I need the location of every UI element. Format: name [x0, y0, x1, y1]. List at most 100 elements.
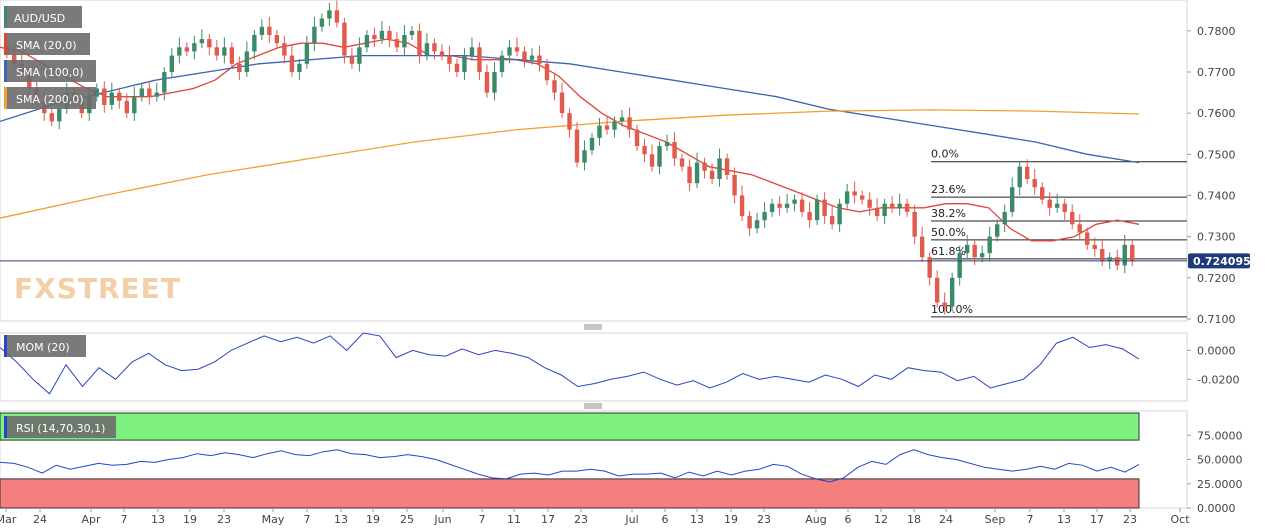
candle-body: [942, 302, 947, 307]
candle-body: [402, 34, 407, 48]
date-tick-label: 23: [1123, 513, 1137, 526]
candle-body: [1032, 179, 1037, 188]
candle-body: [484, 72, 490, 93]
price-tick-label: 0.7500: [1197, 148, 1236, 161]
candle-body: [769, 203, 775, 212]
candle-body: [814, 199, 820, 221]
candle-body: [957, 253, 962, 278]
candle-body: [882, 203, 887, 217]
date-tick-label: 17: [1090, 513, 1104, 526]
candle-body: [1025, 166, 1030, 180]
date-tick-label: 23: [217, 513, 231, 526]
sma100-legend[interactable]: SMA (100,0): [4, 60, 96, 82]
candle-body: [259, 26, 265, 35]
rsi-oversold-zone: [0, 478, 1140, 509]
candle-body: [537, 55, 542, 64]
candle-body: [627, 117, 632, 130]
date-tick-label: 11: [507, 513, 521, 526]
candle-body: [417, 30, 422, 56]
candle-body: [799, 199, 805, 212]
date-tick-label: 19: [366, 513, 380, 526]
candle-body: [544, 63, 550, 81]
candle-body: [867, 199, 872, 208]
candle-body: [619, 117, 625, 122]
candle-body: [169, 55, 175, 73]
candle-body: [747, 216, 752, 229]
sma200-label: SMA (200,0): [16, 93, 84, 106]
date-tick-label: Sep: [985, 513, 1006, 526]
date-tick-label: Oct: [1170, 513, 1190, 526]
candle-body: [1062, 203, 1067, 212]
date-x-axis: Mar 24 Apr 7 13 19 23 May 7 13 19 25 Jun 7 11 17 23 Jul 6 1…: [0, 508, 1190, 526]
candle-body: [559, 92, 565, 114]
candle-body: [154, 92, 160, 97]
candle-body: [334, 10, 340, 23]
rsi-label: RSI (14,70,30,1): [16, 422, 105, 435]
candle-body: [1002, 211, 1007, 225]
candle-body: [229, 47, 235, 64]
candle-body: [12, 53, 17, 64]
date-tick-label: Aug: [805, 513, 826, 526]
mom-series-line: [0, 332, 1140, 395]
candle-body: [732, 174, 737, 196]
candle-body: [709, 170, 715, 180]
date-tick-label: May: [262, 513, 285, 526]
price-tick-label: 0.7100: [1197, 313, 1236, 326]
date-tick-label: 13: [1057, 513, 1071, 526]
candle-body: [694, 162, 700, 184]
pane-resize-handle[interactable]: [584, 324, 602, 330]
date-tick-label: 7: [121, 513, 128, 526]
candle-body: [184, 47, 190, 52]
sma20-legend[interactable]: SMA (20,0): [4, 33, 90, 55]
date-tick-label: 13: [151, 513, 165, 526]
candle-body: [927, 257, 932, 278]
price-tick-label: 0.7700: [1197, 66, 1236, 79]
date-tick-label: 17: [541, 513, 555, 526]
candle-body: [424, 43, 430, 56]
candle-body: [477, 47, 482, 73]
candle-body: [199, 39, 205, 44]
candle-body: [792, 199, 797, 204]
current-price-tag: [1188, 253, 1250, 269]
candle-body: [964, 244, 970, 254]
fib-level-label: 38.2%: [931, 207, 966, 220]
candle-body: [499, 55, 505, 73]
candle-body: [297, 63, 302, 73]
candle-body: [754, 220, 760, 229]
price-pane: [0, 0, 1188, 322]
instrument-legend[interactable]: AUD/USD: [4, 6, 82, 28]
candle-body: [852, 191, 857, 196]
candle-body: [889, 203, 895, 208]
date-tick-label: 6: [845, 513, 852, 526]
sma200-legend[interactable]: SMA (200,0): [4, 87, 96, 109]
candle-body: [1047, 199, 1052, 208]
candle-body: [267, 26, 272, 35]
pane-resize-handle[interactable]: [584, 403, 602, 409]
candle-body: [342, 22, 347, 56]
candle-body: [717, 158, 722, 180]
candle-body: [859, 195, 865, 200]
date-tick-label: 24: [939, 513, 953, 526]
price-tick-label: 0.7400: [1197, 189, 1236, 202]
sma20-label: SMA (20,0): [16, 39, 77, 52]
candle-body: [987, 236, 992, 254]
candle-body: [222, 47, 227, 56]
instrument-label: AUD/USD: [14, 12, 65, 25]
candle-body: [252, 34, 257, 52]
candle-body: [244, 51, 250, 73]
candle-body: [567, 113, 572, 130]
candle-body: [1122, 244, 1127, 266]
candle-body: [379, 30, 385, 40]
candle-body: [837, 203, 842, 225]
mom-legend[interactable]: MOM (20): [4, 335, 86, 357]
candle-body: [394, 39, 400, 48]
candle-body: [117, 92, 122, 101]
candle-body: [612, 121, 617, 130]
rsi-legend[interactable]: RSI (14,70,30,1): [4, 416, 116, 438]
candle-body: [1092, 244, 1097, 249]
candle-body: [762, 211, 767, 221]
price-tick-label: 0.7800: [1197, 25, 1236, 38]
candle-body: [94, 88, 99, 97]
candle-body: [739, 195, 745, 217]
candle-body: [574, 129, 580, 163]
